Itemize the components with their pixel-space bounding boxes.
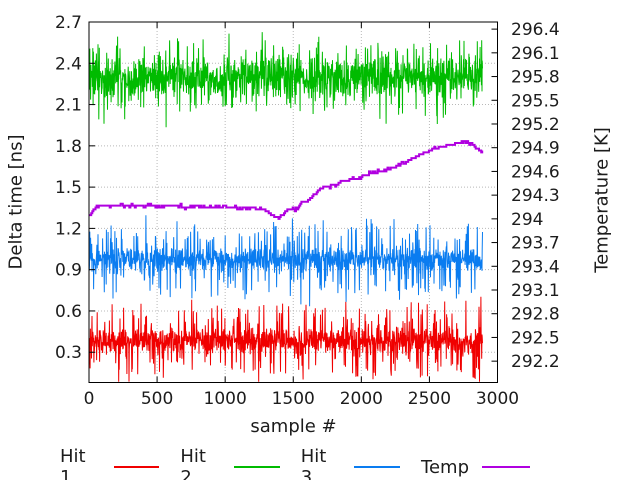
- series-hit2: [88, 32, 483, 128]
- y2-tick-label: 296.1: [511, 44, 560, 64]
- y2-axis-label: Temperature [K]: [591, 127, 613, 273]
- y2-tick-label: 292.2: [511, 352, 560, 372]
- x-tick-label: 1500: [272, 389, 315, 409]
- x-axis-label: sample #: [250, 416, 337, 437]
- series-hit3: [88, 215, 483, 307]
- y-axis-label: Delta time [ns]: [5, 134, 27, 270]
- y2-tick-label: 294.3: [511, 186, 560, 206]
- y1-tick-label: 1.5: [55, 178, 82, 198]
- legend-line-sample-hit2: [234, 466, 280, 468]
- legend-label-hit2: Hit 2: [180, 446, 206, 480]
- x-tick-label: 3000: [476, 389, 519, 409]
- y1-tick-label: 2.1: [55, 96, 82, 116]
- y1-tick-label: 0.3: [55, 343, 82, 363]
- y2-tick-label: 295.8: [511, 68, 560, 88]
- y1-tick-label: 0.6: [55, 302, 82, 322]
- x-tick-label: 2500: [408, 389, 451, 409]
- x-tick-label: 0: [84, 389, 95, 409]
- legend: Hit 1 Hit 2 Hit 3 Temp: [60, 446, 531, 480]
- x-tick-label: 500: [141, 389, 173, 409]
- legend-entry-hit3: Hit 3: [300, 446, 401, 480]
- y1-tick-label: 1.8: [55, 137, 82, 157]
- legend-entry-hit1: Hit 1: [60, 446, 160, 480]
- series-hit1: [88, 296, 483, 382]
- y2-tick-label: 293.4: [511, 257, 560, 277]
- y1-tick-label: 2.7: [55, 13, 82, 33]
- legend-line-sample-hit3: [354, 466, 401, 468]
- y2-tick-label: 293.1: [511, 281, 560, 301]
- y2-tick-label: 295.5: [511, 91, 560, 111]
- y2-tick-label: 294.9: [511, 139, 560, 159]
- y1-tick-label: 2.4: [55, 54, 82, 74]
- x-tick-label: 2000: [340, 389, 383, 409]
- y2-tick-label: 296.4: [511, 20, 560, 40]
- legend-line-sample-hit1: [113, 466, 160, 468]
- series-temp: [89, 140, 484, 220]
- y2-tick-label: 294.6: [511, 162, 560, 182]
- y2-tick-label: 293.7: [511, 234, 560, 254]
- legend-label-temp: Temp: [421, 456, 470, 478]
- tick-marks: [88, 21, 498, 383]
- legend-entry-temp: Temp: [421, 456, 531, 478]
- y2-tick-label: 292.5: [511, 328, 560, 348]
- y2-tick-label: 294: [511, 210, 543, 230]
- legend-line-sample-temp: [482, 466, 531, 468]
- y1-tick-label: 0.9: [55, 261, 82, 281]
- legend-label-hit3: Hit 3: [300, 446, 327, 480]
- y2-tick-label: 292.8: [511, 305, 560, 325]
- y2-tick-label: 295.2: [511, 115, 560, 135]
- tick-labels: 0 500 1000 1500 2000 2500 3000 0.3 0.6 0.9 1.2 1.5 1…: [55, 13, 560, 409]
- legend-label-hit1: Hit 1: [60, 446, 86, 480]
- y1-tick-label: 1.2: [55, 219, 82, 239]
- legend-entry-hit2: Hit 2: [180, 446, 280, 480]
- x-tick-label: 1000: [204, 389, 247, 409]
